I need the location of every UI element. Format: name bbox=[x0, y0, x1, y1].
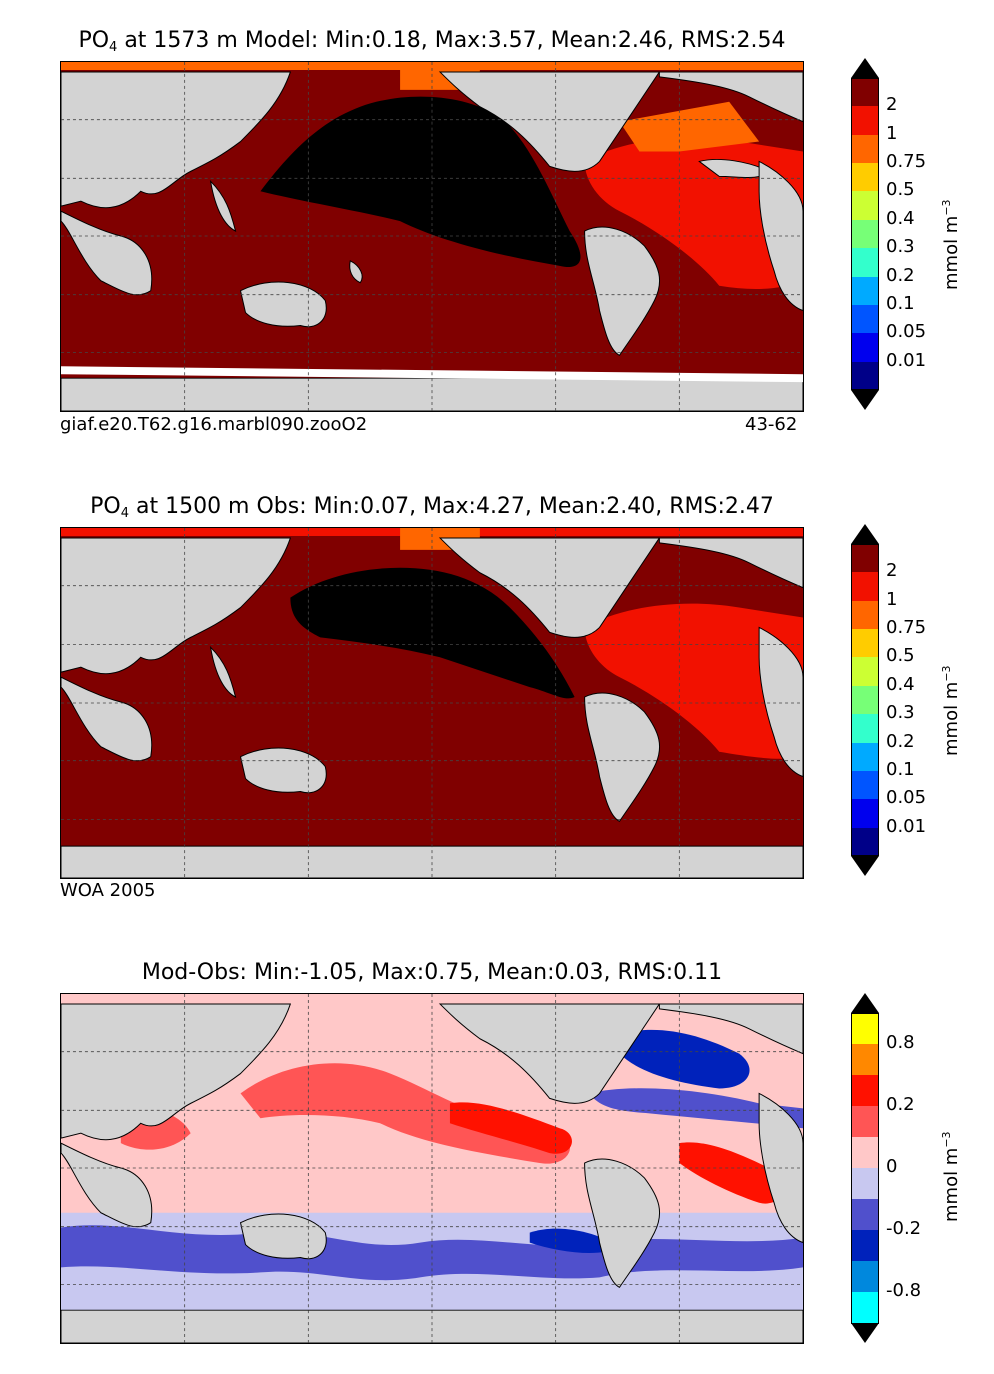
colorbar-swatch bbox=[851, 1292, 879, 1324]
colorbar-top-arrow bbox=[851, 993, 879, 1013]
colorbar-swatch bbox=[851, 78, 879, 107]
obs-map-svg bbox=[61, 528, 803, 878]
colorbar-tick-label: -0.8 bbox=[886, 1280, 922, 1301]
colorbar-tick-label: 1 bbox=[886, 122, 898, 144]
title-text: at 1573 m Model: Min:0.18, Max:3.57, Mea… bbox=[117, 28, 786, 53]
colorbar-swatch bbox=[851, 276, 879, 306]
colorbar-swatch bbox=[851, 544, 879, 573]
colorbar-swatch bbox=[851, 1137, 879, 1169]
colorbar-swatch bbox=[851, 304, 879, 334]
colorbar-tick-label: 0.01 bbox=[886, 815, 927, 837]
colorbar-swatch bbox=[851, 191, 879, 221]
colorbar-swatch bbox=[851, 333, 879, 363]
colorbar bbox=[851, 524, 879, 876]
colorbar-top-arrow bbox=[851, 524, 879, 544]
colorbar-swatch bbox=[851, 106, 879, 136]
colorbar-swatch bbox=[851, 685, 879, 715]
panel-title: PO4 at 1500 m Obs: Min:0.07, Max:4.27, M… bbox=[0, 494, 864, 521]
panel-title: PO4 at 1573 m Model: Min:0.18, Max:3.57,… bbox=[0, 28, 864, 55]
colorbar-tick-label: 0.4 bbox=[886, 207, 915, 229]
colorbar-tick-label: 2 bbox=[886, 94, 898, 116]
colorbar-tick-label: 0.5 bbox=[886, 179, 915, 201]
colorbar-tick-label: 2 bbox=[886, 560, 898, 582]
panel-model: PO4 at 1573 m Model: Min:0.18, Max:3.57,… bbox=[0, 0, 994, 466]
colorbar-tick-label: 0.3 bbox=[886, 702, 915, 724]
colorbar-unit: mmol m−3 bbox=[940, 199, 962, 290]
panel-difference: Mod-Obs: Min:-1.05, Max:0.75, Mean:0.03,… bbox=[0, 932, 994, 1374]
title-species: PO bbox=[90, 494, 121, 519]
title-species: PO bbox=[78, 28, 110, 53]
colorbar-swatch bbox=[851, 1199, 879, 1231]
colorbar-bottom-arrow bbox=[851, 1323, 879, 1343]
colorbar-bottom-arrow bbox=[851, 390, 879, 410]
colorbar-tick-label: 0.05 bbox=[886, 787, 927, 809]
colorbar-swatch bbox=[851, 657, 879, 687]
colorbar-tick-label: 0.4 bbox=[886, 673, 915, 695]
colorbar-tick-label: 1 bbox=[886, 588, 898, 610]
colorbar-top-arrow bbox=[851, 58, 879, 78]
title-subscript: 4 bbox=[109, 40, 118, 55]
colorbar-tick-label: 0.5 bbox=[886, 645, 915, 667]
colorbar-unit: mmol m−3 bbox=[940, 665, 962, 756]
colorbar bbox=[851, 58, 879, 410]
colorbar-unit: mmol m−3 bbox=[940, 1131, 962, 1222]
colorbar-tick-label: 0.2 bbox=[886, 730, 915, 752]
colorbar-bottom-arrow bbox=[851, 856, 879, 876]
colorbar-swatch bbox=[851, 1013, 879, 1045]
difference-map bbox=[60, 993, 804, 1344]
colorbar-swatch bbox=[851, 714, 879, 744]
colorbar bbox=[851, 993, 879, 1343]
colorbar-tick-label: 0.3 bbox=[886, 236, 915, 258]
colorbar-swatch bbox=[851, 361, 879, 391]
colorbar-tick-label: 0.1 bbox=[886, 758, 915, 780]
colorbar-swatch bbox=[851, 1230, 879, 1262]
model-years-label: 43-62 bbox=[745, 414, 798, 435]
colorbar-swatch bbox=[851, 1044, 879, 1076]
colorbar-swatch bbox=[851, 770, 879, 800]
colorbar-swatch bbox=[851, 1261, 879, 1293]
obs-map bbox=[60, 527, 804, 879]
colorbar-tick-label: 0.1 bbox=[886, 292, 915, 314]
colorbar-swatch bbox=[851, 1106, 879, 1138]
colorbar-tick-label: -0.2 bbox=[886, 1218, 922, 1239]
colorbar-swatch bbox=[851, 219, 879, 249]
panel-obs: PO4 at 1500 m Obs: Min:0.07, Max:4.27, M… bbox=[0, 466, 994, 932]
colorbar-tick-label: 0.2 bbox=[886, 264, 915, 286]
title-text: Mod-Obs: Min:-1.05, Max:0.75, Mean:0.03,… bbox=[141, 960, 723, 985]
panel-title: Mod-Obs: Min:-1.05, Max:0.75, Mean:0.03,… bbox=[0, 960, 864, 985]
colorbar-swatch bbox=[851, 1168, 879, 1200]
title-text: at 1500 m Obs: Min:0.07, Max:4.27, Mean:… bbox=[128, 494, 774, 519]
colorbar-swatch bbox=[851, 134, 879, 164]
colorbar-swatch bbox=[851, 799, 879, 829]
colorbar-tick-label: 0.05 bbox=[886, 321, 927, 343]
colorbar-tick-label: 0.8 bbox=[886, 1032, 915, 1053]
colorbar-swatch bbox=[851, 827, 879, 857]
model-map-svg bbox=[61, 62, 803, 411]
obs-source-label: WOA 2005 bbox=[60, 880, 156, 901]
colorbar-swatch bbox=[851, 742, 879, 772]
difference-map-svg bbox=[61, 994, 803, 1343]
colorbar-tick-label: 0.01 bbox=[886, 349, 927, 371]
colorbar-swatch bbox=[851, 572, 879, 602]
colorbar-swatch bbox=[851, 629, 879, 658]
colorbar-tick-label: 0.75 bbox=[886, 151, 927, 173]
colorbar-swatch bbox=[851, 163, 879, 192]
colorbar-tick-label: 0 bbox=[886, 1156, 898, 1177]
model-run-label: giaf.e20.T62.g16.marbl090.zooO2 bbox=[60, 414, 368, 435]
model-map bbox=[60, 61, 804, 412]
colorbar-tick-label: 0.75 bbox=[886, 617, 927, 639]
title-subscript: 4 bbox=[120, 506, 129, 521]
colorbar-swatch bbox=[851, 248, 879, 278]
colorbar-swatch bbox=[851, 600, 879, 630]
colorbar-swatch bbox=[851, 1075, 879, 1107]
colorbar-tick-label: 0.2 bbox=[886, 1094, 915, 1115]
